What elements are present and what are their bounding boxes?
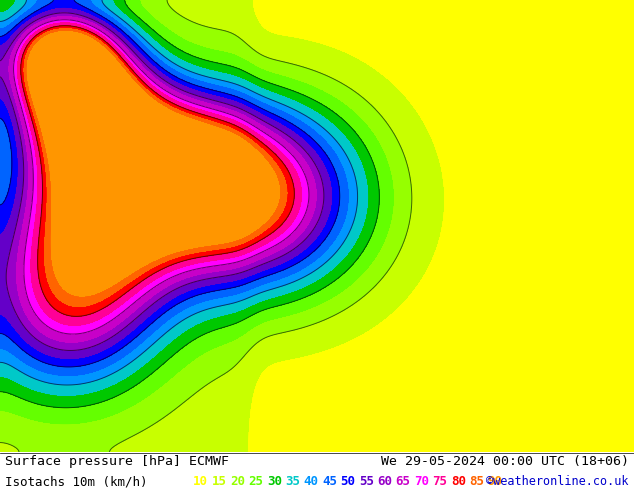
Text: 60: 60 — [377, 475, 392, 488]
Text: 40: 40 — [304, 475, 319, 488]
Text: 25: 25 — [249, 475, 264, 488]
Text: 65: 65 — [396, 475, 411, 488]
Text: We 29-05-2024 00:00 UTC (18+06): We 29-05-2024 00:00 UTC (18+06) — [381, 455, 629, 468]
Text: 35: 35 — [285, 475, 301, 488]
Text: 50: 50 — [340, 475, 356, 488]
Text: 90: 90 — [488, 475, 503, 488]
Text: 10: 10 — [193, 475, 209, 488]
Text: Isotachs 10m (km/h): Isotachs 10m (km/h) — [5, 475, 155, 488]
Text: Surface pressure [hPa] ECMWF: Surface pressure [hPa] ECMWF — [5, 455, 229, 468]
Text: ©weatheronline.co.uk: ©weatheronline.co.uk — [486, 475, 629, 488]
Text: 55: 55 — [359, 475, 374, 488]
Text: 70: 70 — [414, 475, 429, 488]
Text: 45: 45 — [322, 475, 337, 488]
Text: 75: 75 — [432, 475, 448, 488]
Text: 80: 80 — [451, 475, 466, 488]
Text: 15: 15 — [212, 475, 227, 488]
Text: 20: 20 — [230, 475, 245, 488]
Text: 85: 85 — [469, 475, 484, 488]
Text: 30: 30 — [267, 475, 282, 488]
